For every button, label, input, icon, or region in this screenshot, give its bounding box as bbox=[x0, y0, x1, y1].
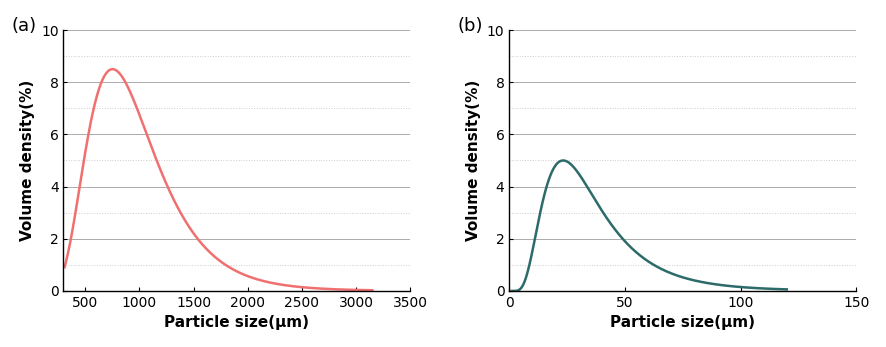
X-axis label: Particle size(μm): Particle size(μm) bbox=[610, 315, 755, 330]
Y-axis label: Volume density(%): Volume density(%) bbox=[20, 80, 35, 241]
Y-axis label: Volume density(%): Volume density(%) bbox=[466, 80, 481, 241]
X-axis label: Particle size(μm): Particle size(μm) bbox=[165, 315, 309, 330]
Text: (a): (a) bbox=[12, 17, 36, 35]
Text: (b): (b) bbox=[457, 17, 483, 35]
